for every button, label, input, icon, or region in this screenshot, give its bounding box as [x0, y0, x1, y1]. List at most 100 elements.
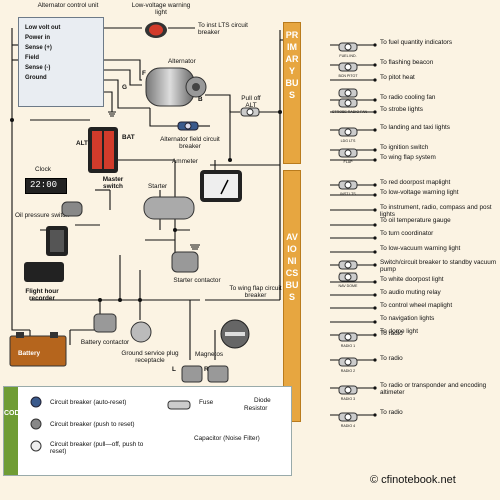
alternator-control-unit: Low volt out Power in Sense (+) Field Se…: [18, 17, 104, 107]
to-inst-lts-label: To inst LTS circuit breaker: [198, 22, 248, 36]
avcu-row: Sense (+): [25, 45, 52, 51]
avcu-title: Alternator control unit: [37, 2, 99, 9]
primary-target-label: To fuel quantity indicators: [380, 39, 453, 46]
alt-field-breaker-icon[interactable]: [177, 119, 199, 133]
starter-icon: [143, 196, 195, 220]
avcu-row: Field: [25, 55, 40, 61]
avcu-row: Ground: [25, 75, 47, 81]
primary-bus-label: PRIMARY BUS: [285, 30, 299, 100]
relay-icon: [46, 226, 68, 256]
flight-hour-recorder-label: Flight hour recorder: [25, 288, 59, 302]
code-entry: Diode: [254, 397, 271, 404]
push-reset-breaker-icon: [30, 418, 42, 430]
primary-breaker-label: FUEL IND.: [339, 54, 357, 58]
avionics-bus-bar: AVIONICS BUS: [283, 170, 301, 422]
pull-off-alt-label: Pull off ALT: [241, 95, 261, 109]
code-entry: Circuit breaker (pull—off, push to reset…: [50, 441, 144, 455]
avionics-bus-label: AVIONICS BUS: [285, 232, 299, 302]
avionics-target-label: To instrument, radio, compass and post l…: [380, 204, 492, 218]
clock-display: [25, 178, 67, 194]
starter-label: Starter: [148, 183, 168, 190]
ammeter-label: Ammeter: [172, 158, 198, 165]
battery-contactor-label: Battery contactor: [80, 339, 130, 346]
push-reset-breaker-icon[interactable]: [338, 60, 358, 74]
avionics-target-label: To radio: [380, 409, 403, 416]
primary-target-label: To ignition switch: [380, 144, 429, 151]
master-switch-icon[interactable]: [86, 125, 120, 175]
primary-target-label: To landing and taxi lights: [380, 124, 450, 131]
avionics-breaker-label: NAV DOME: [338, 284, 358, 288]
magnetos-icon: [181, 365, 229, 383]
avionics-target-label: To white doorpost light: [380, 276, 444, 283]
primary-target-label: To pitot heat: [380, 74, 415, 81]
ammeter-icon: [200, 170, 242, 202]
ignition-switch-icon[interactable]: [215, 318, 255, 350]
push-reset-breaker-icon[interactable]: [338, 146, 358, 160]
alt-term-b: B: [198, 96, 203, 103]
avionics-breaker-label: INST LTS: [340, 192, 356, 196]
push-reset-breaker-icon[interactable]: [338, 355, 358, 369]
battery-contactor-icon: [93, 313, 117, 333]
alt-letters: ALT: [76, 140, 88, 147]
flight-hour-recorder: [24, 262, 64, 282]
primary-bus-bar: PRIMARY BUS: [283, 22, 301, 164]
primary-target-label: To strobe lights: [380, 106, 423, 113]
low-voltage-light-icon: [145, 22, 167, 38]
clock-digits: 22:00: [30, 180, 58, 190]
pull-off-alt-breaker-icon[interactable]: [240, 105, 260, 119]
oil-pressure-switch-label: Oil pressure switch: [15, 212, 69, 219]
avionics-target-label: To dome light: [380, 328, 419, 335]
primary-breaker-label: LDG LTS: [340, 139, 356, 143]
primary-target-label: To flashing beacon: [380, 59, 434, 66]
ground-service-plug-icon: [130, 321, 152, 343]
code-entry: Circuit breaker (push to reset): [50, 421, 135, 428]
avionics-breaker-label: RADIO 4: [340, 424, 356, 428]
magnetos-label: Magnetos: [195, 351, 224, 358]
mag-l: L: [172, 366, 176, 373]
push-reset-breaker-icon[interactable]: [338, 96, 358, 110]
avcu-row: Sense (-): [25, 65, 51, 71]
primary-target-label: To wing flap system: [380, 154, 436, 161]
ground-service-label: Ground service plug receptacle: [121, 350, 179, 364]
auto-reset-breaker-icon: [30, 396, 42, 408]
code-legend: CODE Circuit breaker (auto-reset) Circui…: [3, 386, 292, 476]
alt-field-cb-label: Alternator field circuit breaker: [160, 136, 220, 150]
push-reset-breaker-icon[interactable]: [338, 40, 358, 54]
primary-breaker-label: STROBE RADIO FAN: [332, 110, 368, 114]
code-entry: Resistor: [244, 405, 268, 412]
avionics-target-label: To radio: [380, 355, 403, 362]
low-voltage-light-label: Low-voltage warning light: [131, 2, 191, 16]
avcu-row: Power in: [25, 35, 51, 41]
avcu-row: Low volt out: [25, 25, 61, 31]
oil-pressure-switch-icon: [61, 201, 83, 217]
push-reset-breaker-icon[interactable]: [338, 383, 358, 397]
push-reset-breaker-icon[interactable]: [338, 270, 358, 284]
alternator-icon: [145, 67, 207, 107]
primary-breaker-label: BCN PITOT: [338, 74, 358, 78]
bat-letters: BAT: [122, 134, 135, 141]
starter-contactor-label: Starter contactor: [173, 277, 221, 284]
avionics-target-label: To navigation lights: [380, 315, 435, 322]
fuse-icon: [167, 400, 191, 410]
clock-label: Clock: [35, 166, 51, 173]
push-reset-breaker-icon[interactable]: [338, 258, 358, 272]
avcu-rows: Low volt out Power in Sense (+) Field Se…: [25, 23, 97, 83]
code-legend-bar: [4, 387, 18, 475]
push-reset-breaker-icon[interactable]: [338, 178, 358, 192]
alt-term-g: G: [122, 84, 127, 91]
avionics-breaker-label: RADIO 1: [340, 344, 356, 348]
avionics-target-label: To oil temperature gauge: [380, 217, 451, 224]
alternator-label: Alternator: [168, 58, 196, 65]
to-wing-flap-cb-label: To wing flap circuit breaker: [229, 285, 282, 299]
pull-off-breaker-icon[interactable]: [338, 86, 358, 100]
code-entry: Fuse: [199, 399, 214, 406]
avionics-target-label: To control wheel maplight: [380, 302, 453, 309]
push-reset-breaker-icon[interactable]: [338, 125, 358, 139]
push-reset-breaker-icon[interactable]: [338, 410, 358, 424]
avionics-breaker-label: RADIO 2: [340, 369, 356, 373]
code-entry: Capacitor (Noise Filter): [194, 435, 260, 442]
avionics-breaker-label: RADIO 3: [340, 397, 356, 401]
battery-icon: [9, 332, 67, 367]
battery-label: Battery: [18, 350, 41, 357]
push-reset-breaker-icon[interactable]: [338, 330, 358, 344]
